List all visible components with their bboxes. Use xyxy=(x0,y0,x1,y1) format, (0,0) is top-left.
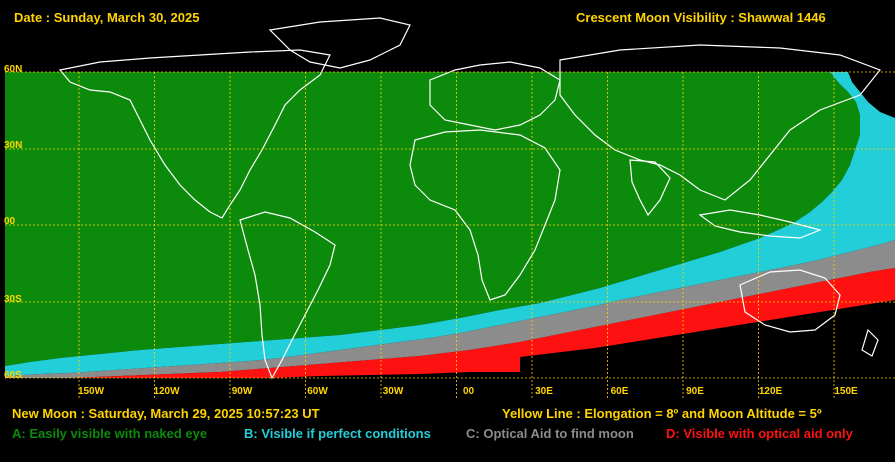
indonesia-outline xyxy=(698,209,822,239)
lon-label: 120E xyxy=(758,386,783,397)
zone-d-optical-aid-only xyxy=(5,268,895,378)
lon-label: 00 xyxy=(462,386,475,397)
lon-label: 90E xyxy=(686,386,704,397)
lat-label-30s: 30S xyxy=(4,294,22,305)
europe-outline xyxy=(429,61,561,131)
lat-label-30n: 30N xyxy=(4,140,23,151)
new-zealand-outline xyxy=(861,328,879,357)
lon-label: 150W xyxy=(77,386,105,397)
yellow-line-info: Yellow Line : Elongation = 8º and Moon A… xyxy=(502,406,822,421)
lon-label: 30E xyxy=(535,386,553,397)
legend-c: C: Optical Aid to find moon xyxy=(466,426,634,441)
lat-label-60s: 60S xyxy=(4,370,22,381)
legend-b: B: Visible if perfect conditions xyxy=(244,426,431,441)
legend-d: D: Visible with optical aid only xyxy=(666,426,853,441)
map-title: Crescent Moon Visibility : Shawwal 1446 xyxy=(576,10,826,25)
lon-label: 120W xyxy=(153,386,180,397)
zone-c-optical-aid-find xyxy=(5,240,895,378)
greenland-outline xyxy=(268,17,411,69)
lon-label: 30W xyxy=(382,386,404,397)
south-america-outline xyxy=(239,211,336,380)
new-moon-info: New Moon : Saturday, March 29, 2025 10:5… xyxy=(12,406,320,421)
lon-label: 150E xyxy=(834,386,858,397)
lon-label: 90W xyxy=(231,386,253,397)
date-label: Date : Sunday, March 30, 2025 xyxy=(14,10,200,25)
lat-lon-grid xyxy=(5,71,895,398)
india-outline xyxy=(629,159,671,217)
lon-label: 60E xyxy=(610,386,629,397)
zone-a-easily-visible xyxy=(5,72,860,366)
lat-label-00: 00 xyxy=(4,216,16,227)
legend-a: A: Easily visible with naked eye xyxy=(12,426,208,441)
north-america-outline xyxy=(58,49,331,219)
africa-outline xyxy=(409,129,561,301)
lat-label-60n: 60N xyxy=(4,64,23,75)
asia-outline xyxy=(559,44,881,201)
lon-label: 60W xyxy=(307,386,328,397)
